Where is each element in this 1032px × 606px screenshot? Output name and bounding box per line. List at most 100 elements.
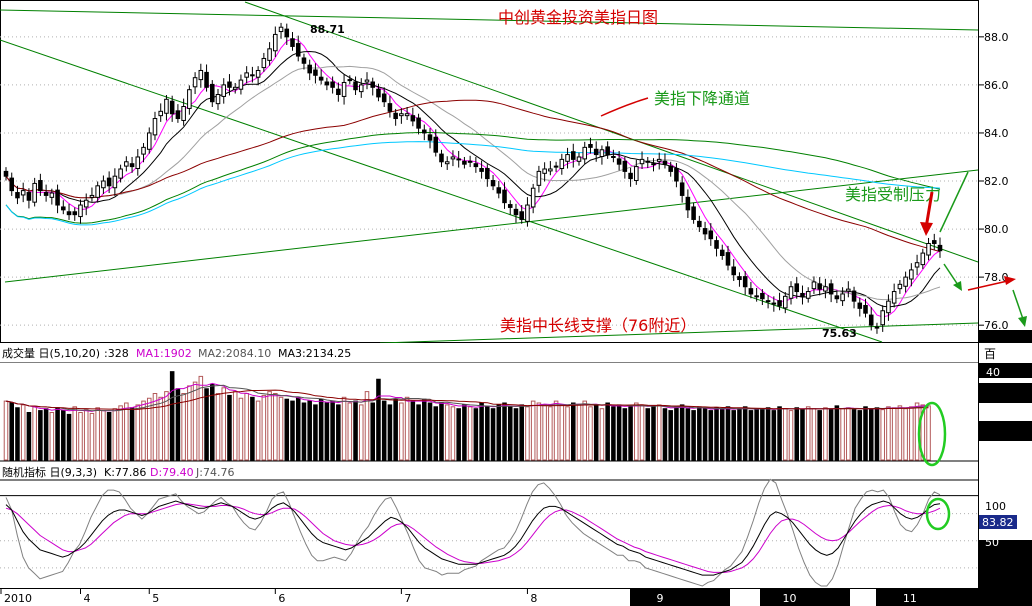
- candle-body-down: [416, 117, 421, 129]
- candlestick: [937, 237, 943, 258]
- volume-bar: [20, 404, 26, 461]
- kdj-current-value-box: [979, 515, 1017, 529]
- volume-bar: [26, 412, 32, 461]
- volume-bar: [129, 407, 135, 461]
- candlestick: [931, 233, 937, 250]
- axis-block-3: [979, 383, 1032, 403]
- volume-bar: [364, 391, 370, 461]
- volume-ma2-label: MA2:2084.10: [198, 347, 271, 360]
- candle-body-up: [399, 113, 404, 117]
- kdj-line-j: [5, 478, 941, 587]
- candlestick: [261, 52, 267, 72]
- candlestick: [605, 141, 610, 159]
- candlestick: [101, 175, 106, 194]
- volume-bar: [697, 406, 702, 461]
- volume-bar: [851, 409, 857, 461]
- candle-body-up: [192, 77, 198, 88]
- candlestick: [903, 271, 908, 293]
- candlestick: [198, 63, 204, 88]
- channel-annotation: 美指下降通道: [654, 89, 750, 108]
- volume-bar: [582, 400, 588, 461]
- candle-body-up: [897, 283, 903, 290]
- candle-body-up: [341, 81, 347, 97]
- volume-bar: [513, 408, 519, 461]
- volume-bar: [725, 406, 731, 461]
- candle-body-down: [175, 110, 181, 120]
- candlestick: [754, 287, 759, 302]
- candle-body-up: [152, 118, 158, 136]
- candlestick: [771, 296, 777, 312]
- candle-body-up: [101, 180, 106, 189]
- candlestick: [714, 236, 719, 257]
- volume-bar: [358, 404, 364, 461]
- axis-bar-3: [876, 589, 1032, 606]
- candle-body-down: [742, 276, 748, 288]
- kdj-highlight-circle: [925, 497, 951, 531]
- candle-body-down: [307, 64, 312, 74]
- candle-body-up: [278, 26, 284, 33]
- candlestick: [685, 189, 691, 219]
- candlestick: [593, 141, 599, 162]
- volume-bar: [416, 404, 421, 461]
- candlestick: [427, 128, 433, 149]
- volume-bar: [38, 410, 43, 461]
- candle-body-up: [536, 170, 542, 186]
- candlestick: [880, 305, 885, 332]
- volume-bar: [771, 410, 777, 461]
- long-ma-support-line: [4, 169, 979, 283]
- candle-body-down: [290, 38, 295, 47]
- candle-body-down: [616, 158, 622, 165]
- candlestick: [616, 150, 622, 171]
- volume-bar: [891, 407, 897, 461]
- candle-body-down: [347, 79, 353, 82]
- volume-bar: [49, 412, 55, 461]
- candlestick: [536, 165, 542, 193]
- candle-body-up: [198, 69, 204, 81]
- candlestick: [513, 203, 519, 223]
- volume-bar: [101, 410, 106, 461]
- volume-bar: [794, 407, 800, 461]
- volume-ma3-line: [5, 389, 929, 410]
- volume-bar: [651, 406, 656, 461]
- red-down-arrowhead: [920, 222, 933, 236]
- volume-bar: [605, 402, 610, 461]
- candle-body-down: [427, 134, 433, 141]
- candle-body-down: [691, 206, 696, 220]
- candle-body-up: [811, 281, 817, 290]
- resistance-pointer-line: [939, 171, 969, 233]
- red-right-arrow-shaft: [967, 279, 1013, 291]
- candle-body-down: [467, 160, 473, 163]
- candlestick: [731, 259, 736, 281]
- candlestick: [691, 202, 696, 224]
- candle-body-up: [634, 166, 639, 182]
- volume-bar: [444, 404, 450, 461]
- candle-body-up: [891, 291, 897, 304]
- candlestick: [628, 167, 633, 187]
- candle-body-down: [714, 240, 719, 249]
- candlestick: [668, 161, 673, 177]
- candlestick: [158, 103, 163, 122]
- volume-bar: [811, 408, 817, 461]
- candlestick: [559, 153, 565, 175]
- candle-body-down: [318, 76, 324, 81]
- candle-body-down: [507, 204, 513, 208]
- candle-body-up: [926, 242, 931, 256]
- candlestick: [89, 187, 95, 202]
- month-tick-label: 4: [83, 592, 90, 605]
- price-tick-label: 84.0: [984, 127, 1009, 140]
- candlestick: [3, 167, 9, 181]
- candlestick: [66, 203, 72, 220]
- candlestick: [146, 127, 152, 154]
- volume-bar: [267, 391, 272, 461]
- candle-body-up: [846, 288, 851, 292]
- axis-block-5: [979, 540, 1032, 588]
- volume-bar: [714, 407, 719, 461]
- candle-body-up: [238, 79, 244, 90]
- volume-bar: [880, 409, 885, 461]
- volume-bar: [61, 410, 66, 461]
- volume-bar: [920, 404, 926, 461]
- candlestick: [674, 162, 679, 188]
- volume-bar: [124, 402, 129, 461]
- candlestick: [570, 143, 576, 168]
- candle-body-down: [381, 93, 387, 103]
